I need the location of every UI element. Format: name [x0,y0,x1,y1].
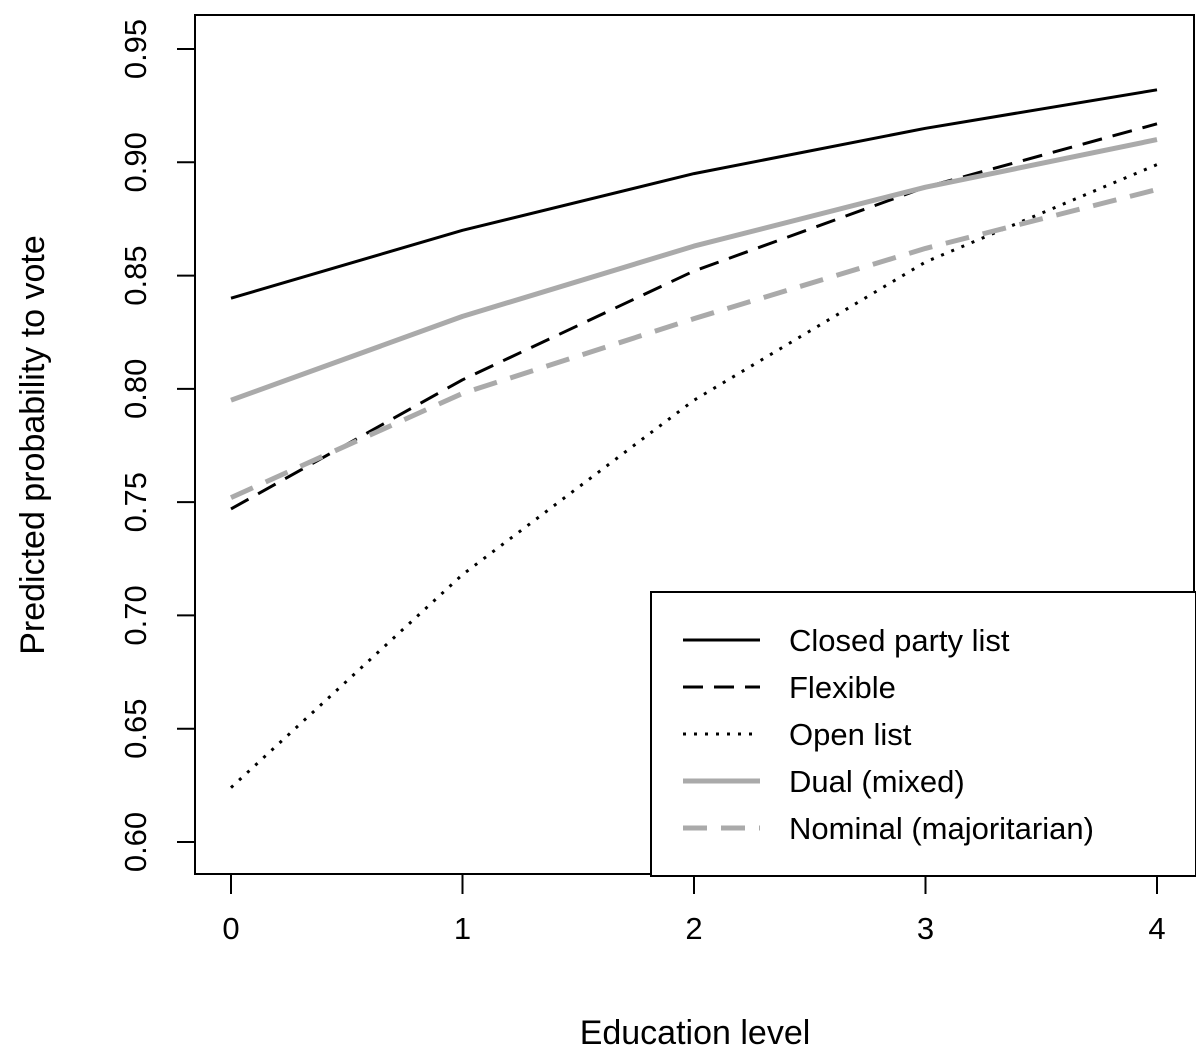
y-axis-title: Predicted probability to vote [14,235,52,655]
y-tick-label: 0.75 [118,472,153,532]
series-line-closed-party-list [230,88,1158,300]
x-tick-label: 0 [222,911,239,946]
legend-label: Dual (mixed) [789,764,965,799]
legend-label: Closed party list [789,623,1010,658]
series-layer [229,88,1158,789]
x-axis: 0 1 2 3 4 [222,874,1166,946]
legend-label: Flexible [789,670,896,705]
series-line-dual-mixed [230,137,1158,403]
x-tick-label: 1 [454,911,471,946]
y-tick-label: 0.95 [118,19,153,79]
y-tick-label: 0.70 [118,585,153,645]
series-line-flexible [230,122,1158,511]
y-tick-label: 0.80 [118,359,153,419]
x-axis-title: Education level [580,1014,811,1052]
legend-label: Nominal (majoritarian) [789,811,1094,846]
legend-label: Open list [789,717,912,752]
y-tick-label: 0.65 [118,699,153,759]
x-tick-label: 3 [917,911,934,946]
x-tick-label: 4 [1148,911,1165,946]
y-tick-label: 0.85 [118,245,153,305]
y-axis: 0.60 0.65 0.70 0.75 0.80 0.85 0.90 0.95 [118,19,195,872]
y-tick-label: 0.60 [118,812,153,872]
series-line-nominal-majoritarian [229,187,1158,500]
x-tick-label: 2 [685,911,702,946]
legend: Closed party list Flexible Open list Dual (… [650,591,1196,877]
y-tick-label: 0.90 [118,132,153,192]
